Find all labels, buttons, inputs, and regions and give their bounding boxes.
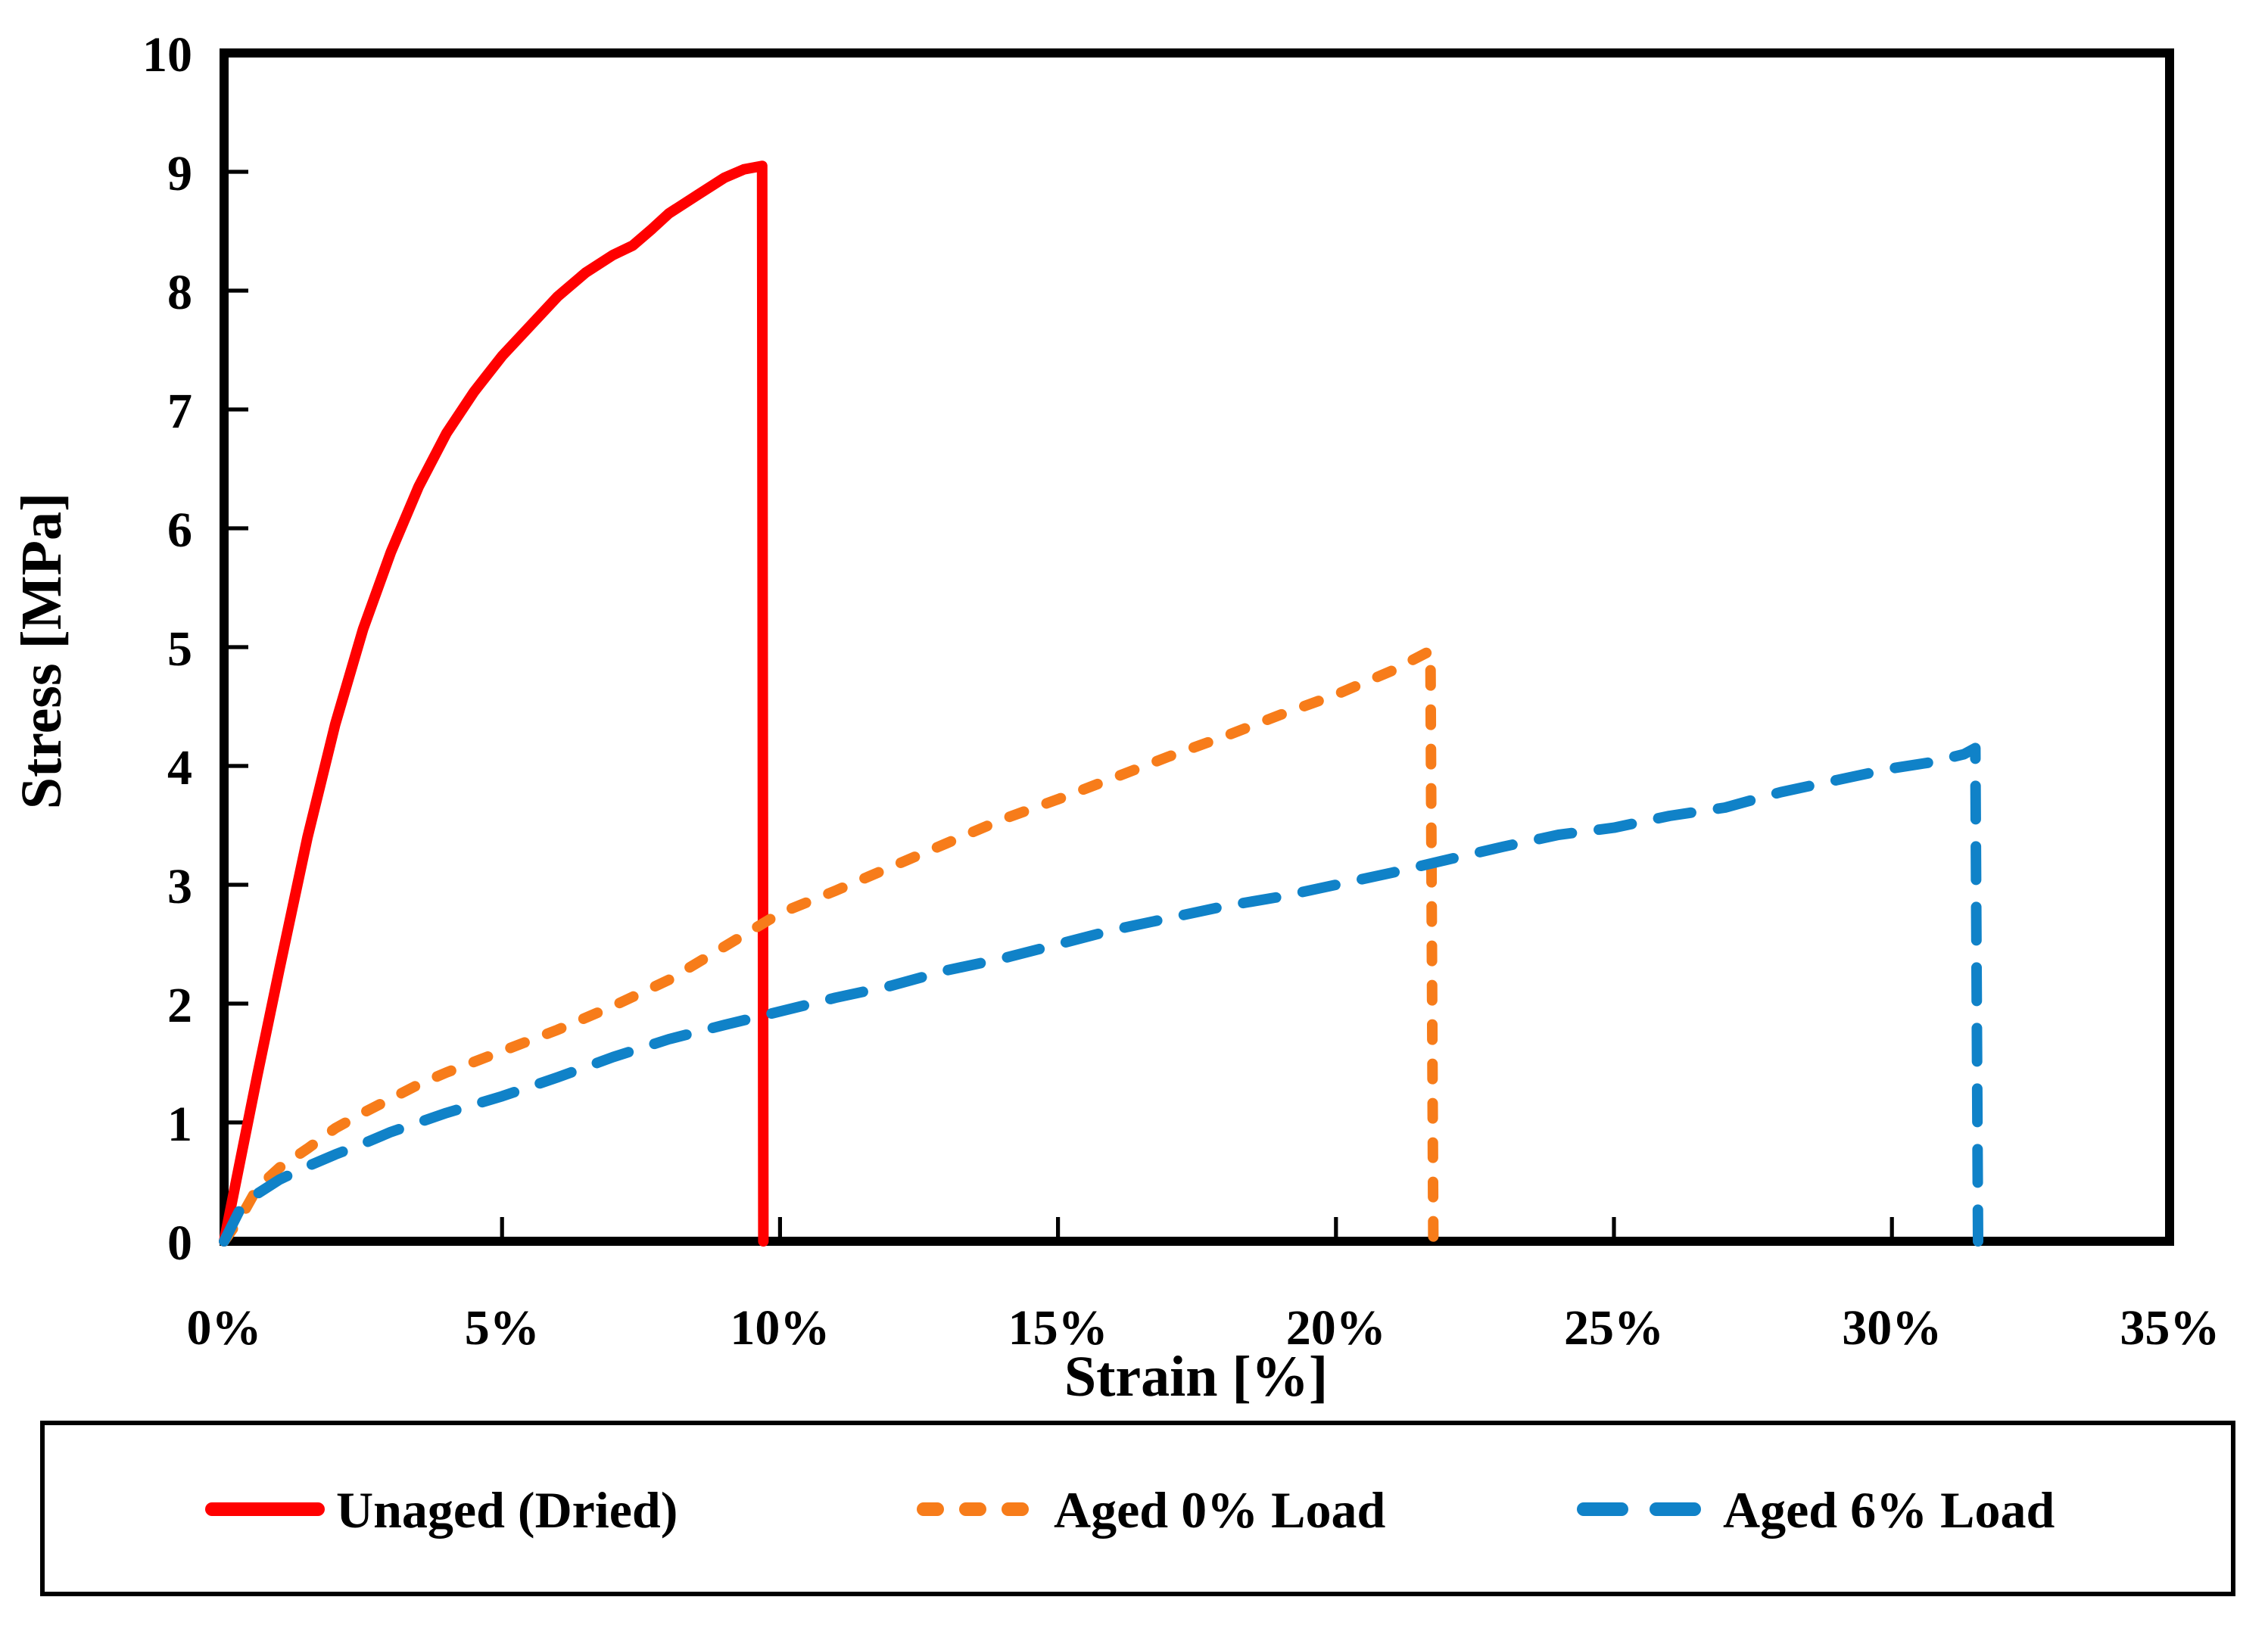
y-tick-label: 10 — [142, 27, 192, 82]
series-lines — [219, 160, 1983, 1247]
legend: Unaged (Dried) Aged 0% Load Aged 6% Load — [205, 1481, 2055, 1539]
x-axis-ticks: 0% 5% 10% 15% 20% 25% 30% 35% — [187, 1217, 2220, 1356]
x-axis-title: Strain [%] — [1064, 1345, 1328, 1409]
x-tick-label: 25% — [1564, 1300, 1664, 1356]
legend-label-1: Unaged (Dried) — [336, 1481, 678, 1539]
legend-box — [40, 1421, 2235, 1596]
x-tick-label: 5% — [465, 1300, 540, 1356]
y-tick-label: 7 — [167, 384, 192, 439]
legend-label-3: Aged 6% Load — [1723, 1481, 2055, 1539]
y-tick-label: 0 — [167, 1216, 192, 1271]
y-tick-label: 1 — [167, 1097, 192, 1152]
series-line-unaged-dried- — [219, 160, 769, 1247]
y-tick-label: 5 — [167, 621, 192, 677]
plot-border — [220, 48, 2174, 1246]
y-tick-label: 8 — [167, 265, 192, 320]
x-tick-label: 30% — [1842, 1300, 1942, 1356]
x-tick-label: 20% — [1286, 1300, 1386, 1356]
y-tick-label: 2 — [167, 978, 192, 1033]
y-tick-label: 3 — [167, 859, 192, 914]
y-axis-ticks: 0 1 2 3 4 5 6 7 8 9 10 — [142, 27, 248, 1271]
x-tick-label: 0% — [187, 1300, 262, 1356]
series-line-aged-6-load — [219, 742, 1983, 1247]
y-tick-label: 9 — [167, 146, 192, 201]
x-tick-label: 10% — [730, 1300, 830, 1356]
legend-label-2: Aged 0% Load — [1054, 1481, 1385, 1539]
y-tick-label: 4 — [167, 740, 192, 795]
x-tick-label: 15% — [1008, 1300, 1108, 1356]
series-line-aged-0-load — [219, 645, 1439, 1247]
y-axis-title: Stress [MPa] — [10, 493, 73, 810]
y-tick-label: 6 — [167, 503, 192, 558]
x-tick-label: 35% — [2120, 1300, 2220, 1356]
